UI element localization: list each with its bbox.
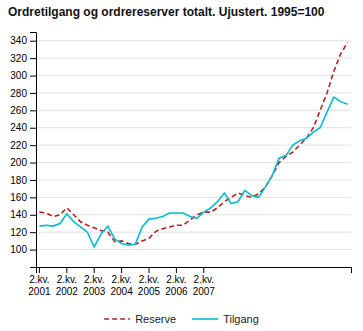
y-tick-mark bbox=[30, 215, 36, 216]
series-line bbox=[39, 42, 347, 244]
x-axis: 2.kv.20012.kv.20022.kv.20032.kv.20042.kv… bbox=[28, 267, 351, 297]
y-tick: 160 bbox=[10, 192, 36, 203]
x-tick-mark bbox=[94, 267, 95, 273]
grid-line bbox=[36, 197, 351, 198]
y-tick-label: 160 bbox=[10, 192, 27, 203]
x-tick-label: 2.kv.2006 bbox=[165, 274, 188, 297]
y-tick: 100 bbox=[10, 244, 36, 255]
x-tick-mark bbox=[66, 267, 67, 273]
grid-line bbox=[36, 162, 351, 163]
legend: Reserve Tilgang bbox=[104, 313, 259, 325]
legend-item: Reserve bbox=[104, 313, 176, 325]
y-tick: 280 bbox=[10, 88, 36, 99]
y-tick-mark bbox=[30, 180, 36, 181]
x-tick: 2.kv.2002 bbox=[56, 267, 79, 297]
chart: Ordretilgang og ordrereserver totalt. Uj… bbox=[0, 0, 363, 331]
legend-item: Tilgang bbox=[192, 313, 259, 325]
grid-line bbox=[36, 127, 351, 128]
x-tick-mark bbox=[203, 267, 204, 273]
y-tick-mark bbox=[30, 145, 36, 146]
y-tick-label: 220 bbox=[10, 140, 27, 151]
x-tick: 2.kv.2001 bbox=[28, 267, 51, 297]
y-tick: 200 bbox=[10, 157, 36, 168]
y-tick-label: 100 bbox=[10, 244, 27, 255]
y-axis-line bbox=[30, 33, 37, 268]
x-tick-label: 2.kv.2004 bbox=[110, 274, 133, 297]
y-tick-mark bbox=[30, 110, 36, 111]
y-tick: 240 bbox=[10, 122, 36, 133]
x-tick-label: 2.kv.2001 bbox=[28, 274, 51, 297]
legend-swatch bbox=[104, 318, 130, 320]
grid-line bbox=[36, 214, 351, 215]
grid-line bbox=[36, 92, 351, 93]
y-tick-mark bbox=[30, 41, 36, 42]
x-axis-line bbox=[37, 268, 352, 274]
lines bbox=[39, 42, 347, 247]
x-tick-label: 2.kv.2003 bbox=[83, 274, 106, 297]
y-tick-label: 200 bbox=[10, 157, 27, 168]
y-tick-label: 140 bbox=[10, 209, 27, 220]
y-tick-label: 120 bbox=[10, 227, 27, 238]
y-tick-mark bbox=[30, 232, 36, 233]
grid-line bbox=[36, 179, 351, 180]
x-tick: 2.kv.2003 bbox=[83, 267, 106, 297]
y-tick: 140 bbox=[10, 209, 36, 220]
y-tick: 260 bbox=[10, 105, 36, 116]
y-tick-mark bbox=[30, 197, 36, 198]
grid-line bbox=[36, 249, 351, 250]
grid-line bbox=[36, 110, 351, 111]
legend-label: Tilgang bbox=[223, 313, 259, 325]
y-tick-label: 300 bbox=[10, 70, 27, 81]
y-tick-label: 260 bbox=[10, 105, 27, 116]
y-tick: 220 bbox=[10, 140, 36, 151]
grid-line bbox=[36, 40, 351, 41]
title: Ordretilgang og ordrereserver totalt. Uj… bbox=[8, 5, 325, 19]
y-tick-label: 240 bbox=[10, 122, 27, 133]
y-tick-label: 340 bbox=[10, 35, 27, 46]
x-tick-mark bbox=[121, 267, 122, 273]
x-tick-mark bbox=[39, 267, 40, 273]
y-tick-mark bbox=[30, 93, 36, 94]
grid-line bbox=[36, 75, 351, 76]
x-tick-mark bbox=[148, 267, 149, 273]
x-tick: 2.kv.2005 bbox=[138, 267, 161, 297]
x-tick: 2.kv.2006 bbox=[165, 267, 188, 297]
x-tick-label: 2.kv.2007 bbox=[193, 274, 216, 297]
grid-line bbox=[36, 58, 351, 59]
y-tick: 120 bbox=[10, 227, 36, 238]
y-tick-mark bbox=[30, 58, 36, 59]
y-tick-mark bbox=[30, 76, 36, 77]
y-axis: 100 120 140 160 180 200 220 240 260 280 300 320 340 bbox=[10, 33, 36, 268]
grid-line bbox=[36, 232, 351, 233]
grid-line bbox=[36, 145, 351, 146]
x-tick-mark bbox=[176, 267, 177, 273]
y-tick-mark bbox=[30, 163, 36, 164]
y-tick: 300 bbox=[10, 70, 36, 81]
y-tick-label: 280 bbox=[10, 88, 27, 99]
y-tick-label: 180 bbox=[10, 175, 27, 186]
y-tick-label: 320 bbox=[10, 53, 27, 64]
x-tick-label: 2.kv.2005 bbox=[138, 274, 161, 297]
x-tick: 2.kv.2004 bbox=[110, 267, 133, 297]
plot: 100 120 140 160 180 200 220 240 260 280 300 320 340 2… bbox=[10, 33, 351, 297]
y-tick: 340 bbox=[10, 35, 36, 46]
x-tick-label: 2.kv.2002 bbox=[56, 274, 79, 297]
legend-label: Reserve bbox=[135, 313, 176, 325]
y-tick-mark bbox=[30, 250, 36, 251]
series-line bbox=[39, 97, 347, 247]
y-tick: 180 bbox=[10, 175, 36, 186]
y-tick: 320 bbox=[10, 53, 36, 64]
grid bbox=[36, 41, 351, 250]
x-tick: 2.kv.2007 bbox=[193, 267, 216, 297]
legend-swatch bbox=[192, 318, 218, 320]
y-tick-mark bbox=[30, 128, 36, 129]
